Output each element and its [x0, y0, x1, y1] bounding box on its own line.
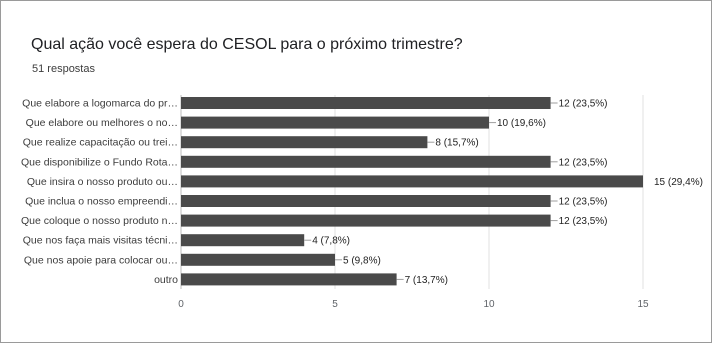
- response-count: 51 respostas: [32, 63, 95, 75]
- bar: [181, 97, 551, 109]
- x-tick-label: 0: [178, 299, 184, 310]
- bar: [181, 214, 551, 227]
- chart-title: Qual ação você espera do CESOL para o pr…: [31, 36, 463, 53]
- category-label: Que elabore ou melhores o no…: [26, 117, 178, 129]
- data-label: 15 (29,4%): [654, 177, 703, 188]
- data-label: 12 (23,5%): [559, 197, 608, 208]
- data-label: 5 (9,8%): [343, 255, 381, 266]
- data-label: 7 (13,7%): [405, 275, 448, 286]
- x-tick-label: 15: [637, 299, 649, 310]
- data-label: 12 (23,5%): [559, 216, 608, 227]
- bar: [181, 234, 305, 247]
- data-label: 8 (15,7%): [435, 138, 478, 149]
- x-tick-label: 10: [483, 299, 495, 310]
- category-label: Que inclua o nosso empreendi…: [25, 196, 178, 208]
- data-label: 4 (7,8%): [312, 236, 350, 247]
- bar: [181, 155, 551, 168]
- category-label: outro: [154, 274, 178, 286]
- data-label: 12 (23,5%): [559, 157, 608, 168]
- bar: [181, 253, 335, 266]
- data-label: 12 (23,5%): [559, 99, 608, 110]
- bar: [181, 175, 643, 188]
- category-label: Que disponibilize o Fundo Rota…: [21, 156, 178, 168]
- category-label: Que insira o nosso produto ou…: [27, 176, 178, 188]
- bar: [181, 116, 489, 129]
- x-tick-label: 5: [332, 299, 338, 310]
- data-label: 10 (19,6%): [497, 118, 546, 129]
- bar: [181, 273, 397, 286]
- bar: [181, 136, 428, 149]
- category-label: Que nos apoie para colocar ou…: [24, 254, 178, 266]
- category-label: Que elabore a logomarca do pr…: [22, 98, 178, 110]
- category-label: Que realize capacitação ou trei…: [23, 137, 178, 149]
- category-label: Que nos faça mais visitas técni…: [23, 235, 178, 247]
- category-label: Que coloque o nosso produto n…: [21, 215, 178, 227]
- bar: [181, 195, 551, 207]
